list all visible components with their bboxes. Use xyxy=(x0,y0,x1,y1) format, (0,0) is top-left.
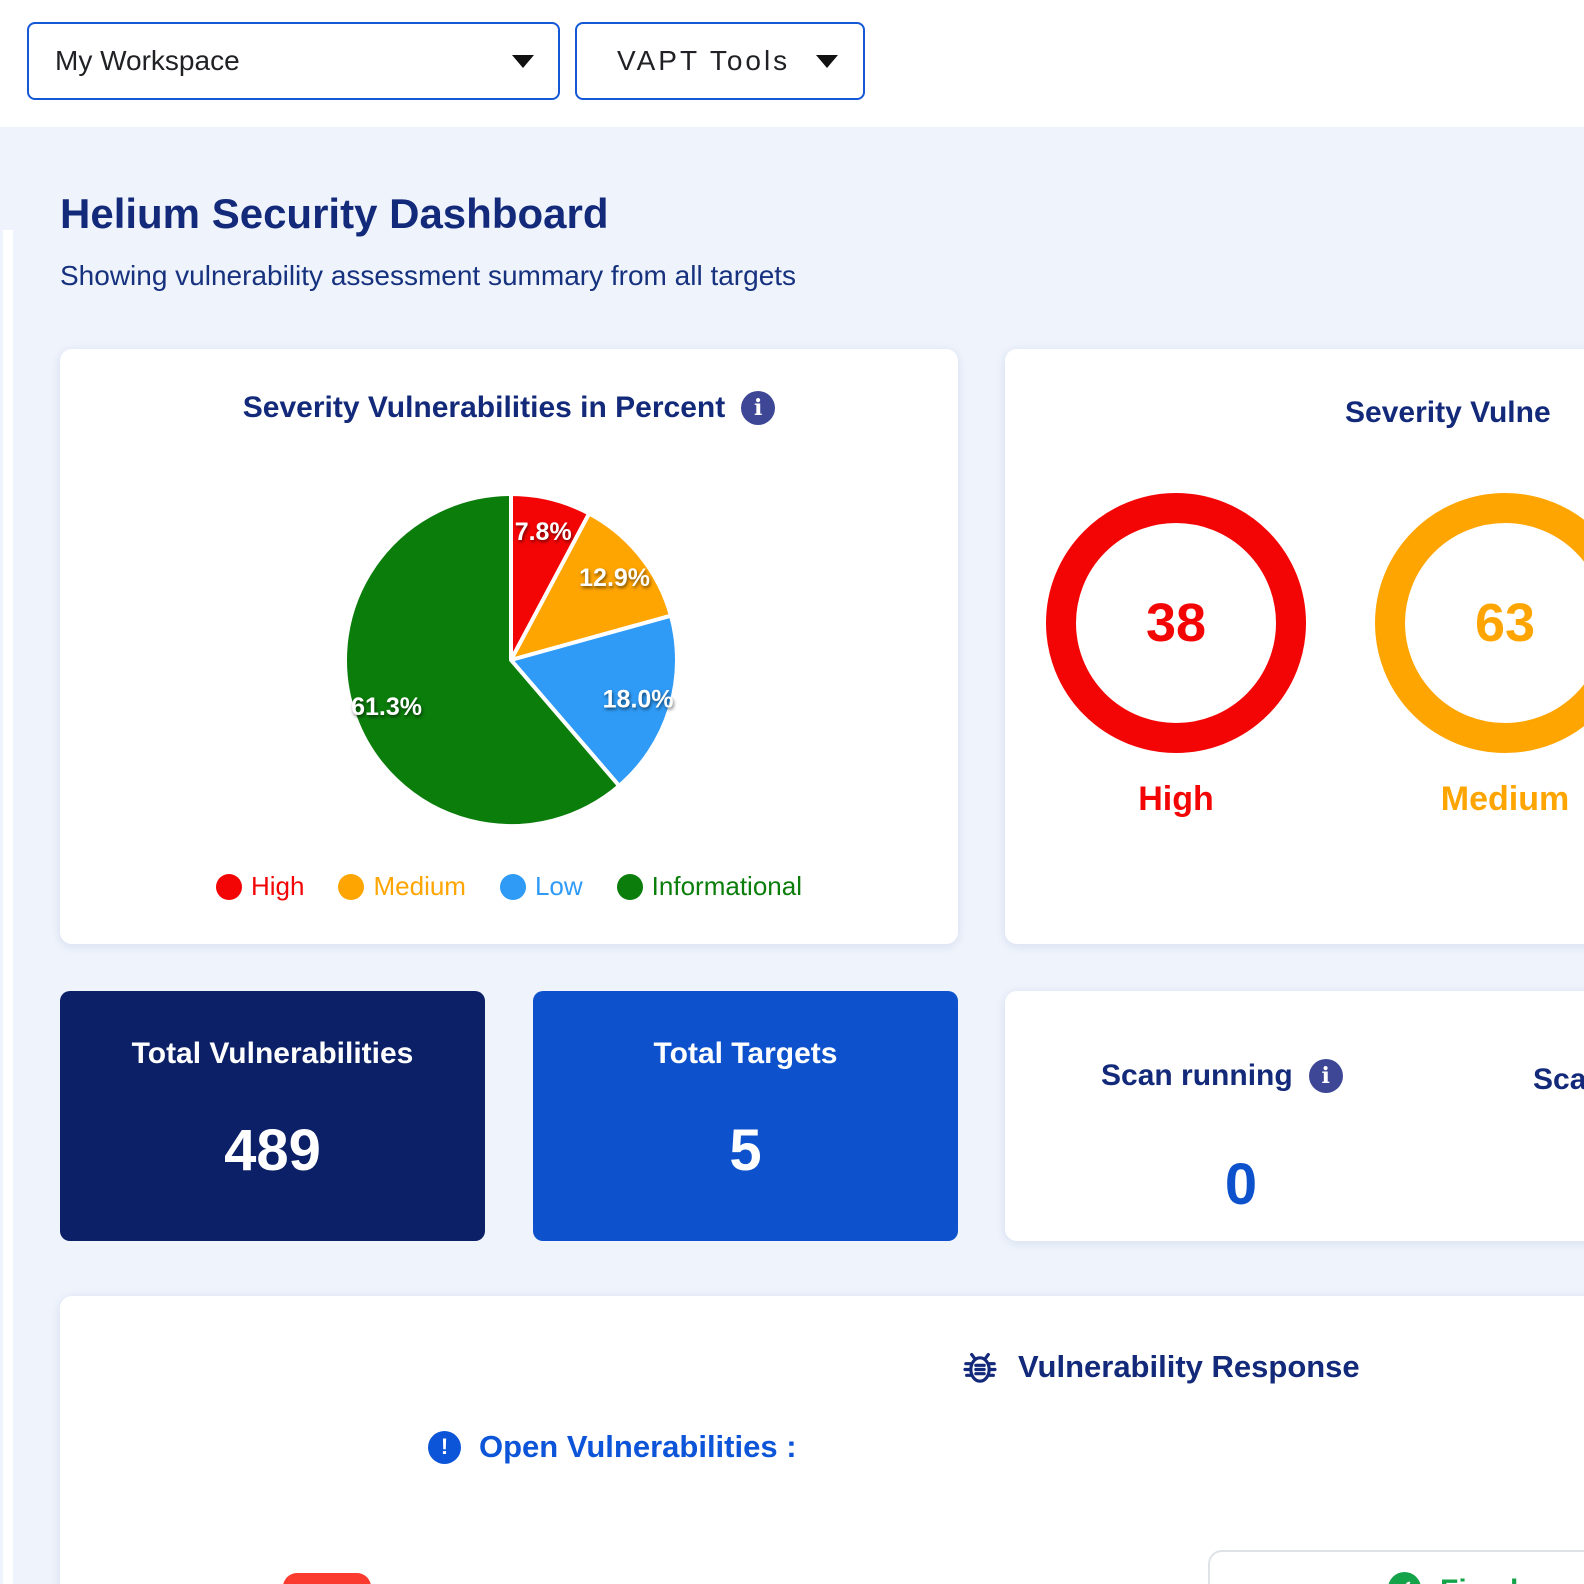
chevron-down-icon xyxy=(816,54,839,68)
legend-item-medium[interactable]: Medium xyxy=(338,871,466,902)
check-circle-icon: ✓ xyxy=(1388,1572,1421,1584)
vulnerability-response-card: Vulnerability Response ! Open Vulnerabil… xyxy=(60,1296,1584,1584)
exclamation-icon: ! xyxy=(428,1430,461,1464)
pie-slice-label: 61.3% xyxy=(351,693,422,721)
high-ring: 38 xyxy=(1046,493,1306,753)
workspace-select[interactable]: My Workspace xyxy=(27,22,560,100)
scrollbar-track[interactable] xyxy=(3,230,13,1584)
page-title: Helium Security Dashboard xyxy=(60,190,609,237)
info-icon[interactable]: i xyxy=(741,391,776,425)
pie-slice-medium[interactable] xyxy=(509,511,673,662)
severity-percent-card: Severity Vulnerabilities in Percent i 7.… xyxy=(60,349,958,944)
fixed-label: Fixed xyxy=(1440,1574,1518,1584)
legend-label: Informational xyxy=(651,871,802,901)
scan-status-card: Scan running i 0 Sca xyxy=(1005,991,1584,1241)
open-vulnerabilities-label: Open Vulnerabilities : xyxy=(479,1429,797,1464)
scan-running-value: 0 xyxy=(1224,1152,1258,1217)
informational-dot-icon xyxy=(616,873,643,900)
info-icon[interactable]: i xyxy=(1308,1059,1343,1093)
workspace-select-value: My Workspace xyxy=(55,45,240,76)
high-severity-chip[interactable] xyxy=(283,1573,371,1584)
medium-ring-value: 63 xyxy=(1474,593,1536,653)
legend-item-high[interactable]: High xyxy=(216,871,304,902)
severity-pie-chart: 7.8%12.9% 18.0% 61.3% xyxy=(343,492,679,828)
low-dot-icon xyxy=(499,873,526,900)
high-ring-block: 38 High xyxy=(1046,493,1306,818)
high-ring-value: 38 xyxy=(1145,593,1207,653)
pie-slice-label: 12.9% xyxy=(579,564,650,592)
bug-icon xyxy=(963,1352,997,1383)
total-vulnerabilities-label: Total Vulnerabilities xyxy=(131,1037,414,1070)
fixed-status-card[interactable]: ✓ Fixed xyxy=(1208,1550,1584,1584)
total-targets-value: 5 xyxy=(729,1118,762,1183)
chevron-down-icon xyxy=(512,54,534,68)
legend-label: Low xyxy=(534,871,583,901)
vapt-tools-select[interactable]: VAPT Tools xyxy=(575,22,865,100)
page-subtitle: Showing vulnerability assessment summary… xyxy=(60,260,797,291)
legend-label: Medium xyxy=(373,871,466,901)
total-vulnerabilities-card: Total Vulnerabilities 489 xyxy=(60,991,485,1241)
vulnerability-response-title: Vulnerability Response xyxy=(1018,1349,1360,1384)
severity-numbers-card: Severity Vulne 38 High 63 Medium xyxy=(1005,349,1584,944)
main-content: Helium Security Dashboard Showing vulner… xyxy=(0,127,1584,1584)
legend-item-low[interactable]: Low xyxy=(499,871,583,902)
pie-slice-label: 7.8% xyxy=(515,518,572,546)
high-ring-label: High xyxy=(1138,780,1214,818)
scan-running-label: Scan running xyxy=(1101,1059,1293,1092)
legend-label: High xyxy=(251,871,305,901)
medium-dot-icon xyxy=(338,873,365,900)
medium-ring-block: 63 Medium xyxy=(1375,493,1584,818)
total-targets-label: Total Targets xyxy=(653,1037,838,1070)
pie-slice-informational[interactable] xyxy=(343,492,622,828)
pie-slice-label: 18.0% xyxy=(603,686,674,714)
legend-item-informational[interactable]: Informational xyxy=(616,871,802,902)
medium-ring-label: Medium xyxy=(1440,780,1570,818)
severity-percent-title: Severity Vulnerabilities in Percent xyxy=(242,391,726,424)
medium-ring: 63 xyxy=(1375,493,1584,753)
severity-numbers-title: Severity Vulne xyxy=(1345,396,1551,429)
pie-legend: High Medium Low Informational xyxy=(60,871,958,902)
total-targets-card: Total Targets 5 xyxy=(533,991,958,1241)
total-vulnerabilities-value: 489 xyxy=(224,1118,321,1183)
second-scan-label: Sca xyxy=(1533,1063,1584,1096)
pie-slice-low[interactable] xyxy=(509,613,679,788)
vapt-tools-select-value: VAPT Tools xyxy=(617,45,791,76)
top-bar: My Workspace VAPT Tools xyxy=(0,0,1584,127)
high-dot-icon xyxy=(216,873,242,900)
